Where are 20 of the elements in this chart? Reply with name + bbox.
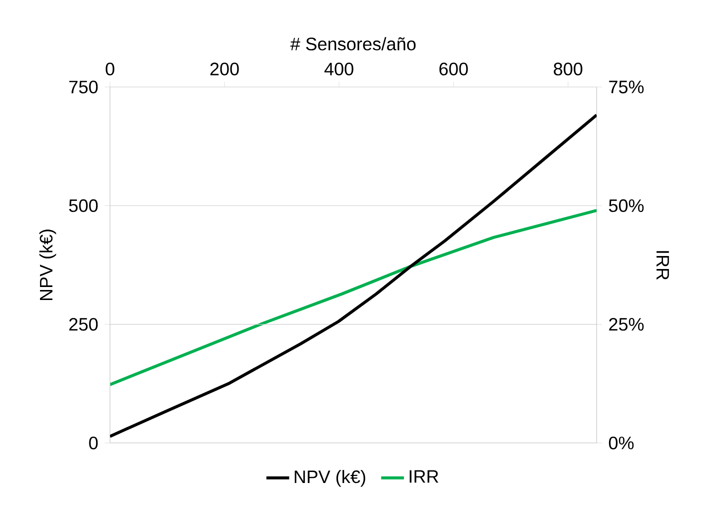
line-series	[110, 114, 597, 438]
y2-tick-label: 75%	[609, 80, 644, 94]
y2-axis-title: IRR	[656, 251, 669, 280]
x-tick-label: 200	[210, 62, 239, 76]
x-axis-title: # Sensores/año	[290, 37, 416, 50]
y2-tick-label: 0%	[608, 436, 634, 450]
y-tick-label: 750	[69, 80, 98, 94]
y-tick-label: 0	[89, 436, 98, 450]
y-tick-label: 250	[69, 318, 98, 331]
x-tick-label: 800	[554, 62, 582, 76]
y2-tick-label: 25%	[609, 318, 644, 331]
y-axis-title: NPV (k€)	[39, 230, 56, 300]
y2-tick-label: 50%	[608, 199, 644, 212]
line-series	[110, 208, 597, 386]
x-tick-label: 400	[324, 62, 354, 76]
x-tick-label: 600	[439, 62, 468, 76]
legend-label: NPV (k€)	[294, 470, 366, 487]
x-tick-label: 0	[106, 62, 114, 76]
legend-label: IRR	[410, 470, 438, 483]
y-tick-label: 500	[69, 199, 98, 212]
